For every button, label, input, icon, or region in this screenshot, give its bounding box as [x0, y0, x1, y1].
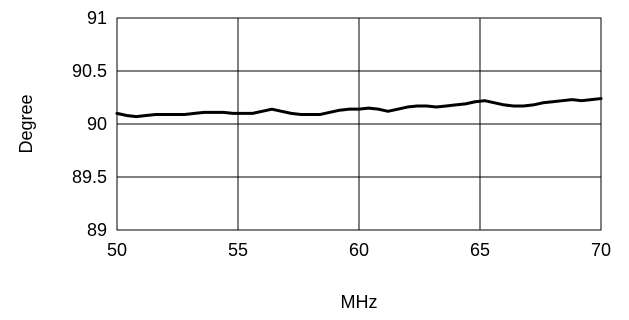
series-layer — [115, 97, 603, 119]
y-tick-labels: 89 89.5 90 90.5 91 — [72, 8, 107, 240]
x-tick-label: 50 — [107, 240, 127, 260]
y-tick-label: 91 — [87, 8, 107, 28]
x-tick-label: 55 — [228, 240, 248, 260]
y-tick-label: 90 — [87, 114, 107, 134]
x-tick-label: 60 — [349, 240, 369, 260]
y-axis-label: Degree — [16, 94, 36, 153]
grid-lines — [117, 18, 601, 230]
series-line — [115, 97, 603, 119]
plot-area-border — [116, 17, 602, 231]
y-tick-label: 89.5 — [72, 167, 107, 187]
x-axis-label: MHz — [341, 292, 378, 312]
x-tick-labels: 50 55 60 65 70 — [107, 240, 611, 260]
y-tick-label: 89 — [87, 220, 107, 240]
x-tick-label: 65 — [470, 240, 490, 260]
y-tick-label: 90.5 — [72, 61, 107, 81]
x-tick-label: 70 — [591, 240, 611, 260]
